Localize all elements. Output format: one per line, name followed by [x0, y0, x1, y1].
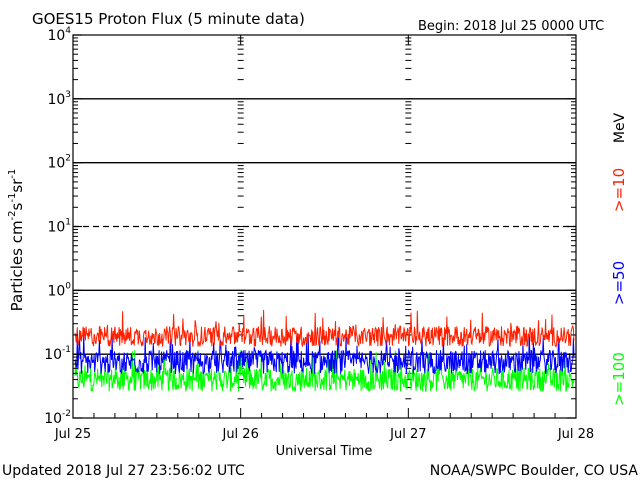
- y-tick-label: 104: [47, 26, 71, 44]
- series-line: [74, 309, 575, 348]
- chart-title: GOES15 Proton Flux (5 minute data): [32, 10, 305, 28]
- gridlines: [73, 98, 576, 355]
- legend-entry: >=50: [610, 261, 628, 305]
- credit: NOAA/SWPC Boulder, CO USA: [430, 463, 639, 479]
- y-tick-label: 100: [47, 281, 71, 299]
- x-axis-ticks: Jul 25 Jul 26 Jul 27 Jul 28: [54, 408, 594, 442]
- x-axis-label: Universal Time: [276, 444, 373, 459]
- x-tick-label: Jul 25: [54, 427, 91, 442]
- y-tick-label: 10-1: [44, 345, 71, 363]
- series-line: [74, 349, 575, 393]
- legend-entry: >=10: [610, 168, 628, 212]
- y-tick-label: 103: [47, 90, 71, 108]
- series-layer: [74, 309, 575, 393]
- legend: MeV >=10 >=50 >=100: [610, 112, 628, 405]
- y-tick-label: 10-2: [44, 409, 71, 427]
- unit-label: MeV: [612, 112, 628, 143]
- updated-time: Updated 2018 Jul 27 23:56:02 UTC: [2, 463, 245, 479]
- y-tick-label: 101: [47, 218, 71, 236]
- y-axis-ticks: 10-2 10-1 100 101 102 103 104: [44, 26, 576, 427]
- y-axis-label: Particles cm-2s-1sr-1: [7, 169, 26, 312]
- x-tick-label: Jul 28: [557, 427, 594, 442]
- begin-time: Begin: 2018 Jul 25 0000 UTC: [418, 19, 604, 34]
- series-line: [74, 333, 575, 375]
- x-tick-label: Jul 27: [389, 427, 426, 442]
- y-tick-label: 102: [47, 154, 71, 172]
- x-tick-label: Jul 26: [221, 427, 258, 442]
- legend-entry: >=100: [610, 352, 628, 406]
